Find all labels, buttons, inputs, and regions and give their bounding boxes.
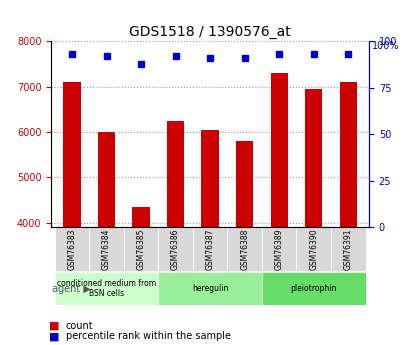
- Bar: [270, 73, 287, 227]
- FancyBboxPatch shape: [261, 227, 296, 271]
- FancyBboxPatch shape: [54, 227, 89, 271]
- Text: GSM76385: GSM76385: [136, 228, 145, 270]
- Text: GSM76387: GSM76387: [205, 228, 214, 270]
- Text: GSM76389: GSM76389: [274, 228, 283, 270]
- Text: GSM76388: GSM76388: [240, 229, 249, 270]
- FancyBboxPatch shape: [89, 227, 124, 271]
- Text: agent ▶: agent ▶: [52, 284, 91, 294]
- FancyBboxPatch shape: [158, 272, 261, 305]
- Text: count: count: [65, 321, 93, 331]
- Text: GSM76383: GSM76383: [67, 228, 76, 270]
- Text: heregulin: heregulin: [191, 284, 228, 293]
- Text: GSM76386: GSM76386: [171, 228, 180, 270]
- Bar: [166, 121, 184, 227]
- FancyBboxPatch shape: [124, 227, 158, 271]
- FancyBboxPatch shape: [296, 227, 330, 271]
- Text: pleiotrophin: pleiotrophin: [290, 284, 336, 293]
- Bar: [201, 130, 218, 227]
- Text: GSM76391: GSM76391: [343, 228, 352, 270]
- Bar: [132, 207, 149, 227]
- FancyBboxPatch shape: [158, 227, 192, 271]
- Bar: [339, 82, 356, 227]
- Bar: [304, 89, 321, 227]
- Text: conditioned medium from
BSN cells: conditioned medium from BSN cells: [57, 279, 156, 298]
- Bar: [236, 141, 253, 227]
- Text: percentile rank within the sample: percentile rank within the sample: [65, 332, 230, 341]
- Text: GSM76384: GSM76384: [102, 228, 111, 270]
- Bar: [63, 82, 81, 227]
- Bar: [98, 132, 115, 227]
- FancyBboxPatch shape: [330, 227, 365, 271]
- FancyBboxPatch shape: [54, 272, 158, 305]
- Text: ■: ■: [49, 332, 60, 341]
- Title: GDS1518 / 1390576_at: GDS1518 / 1390576_at: [129, 25, 290, 39]
- Text: 100%: 100%: [371, 41, 399, 51]
- FancyBboxPatch shape: [227, 227, 261, 271]
- Text: ■: ■: [49, 321, 60, 331]
- FancyBboxPatch shape: [261, 272, 365, 305]
- Text: GSM76390: GSM76390: [308, 228, 317, 270]
- FancyBboxPatch shape: [192, 227, 227, 271]
